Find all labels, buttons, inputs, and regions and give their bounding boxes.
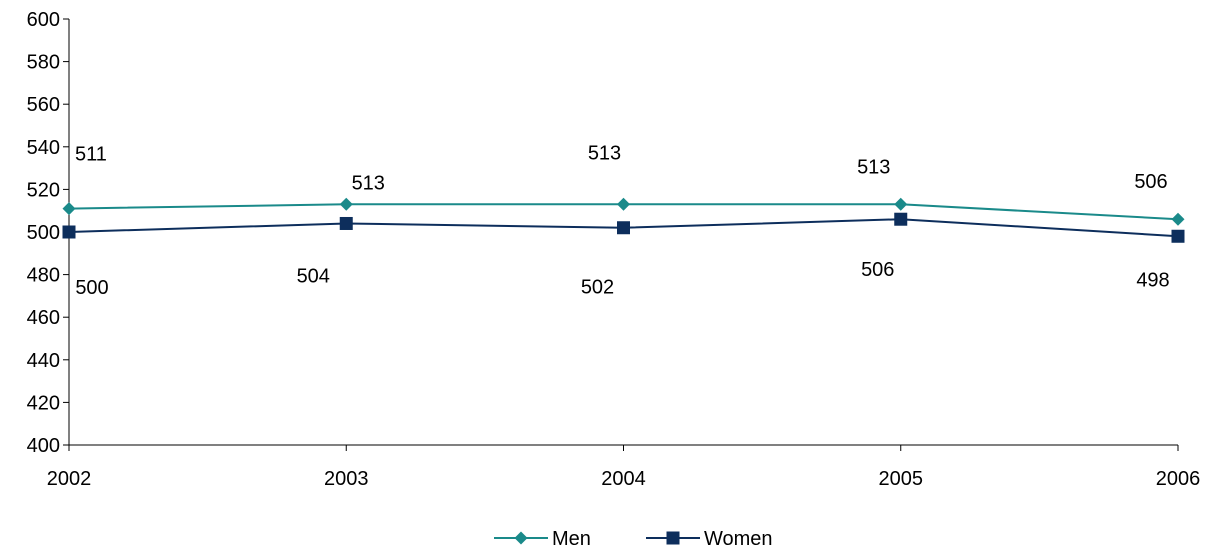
legend-label-men: Men	[552, 528, 591, 550]
men-point	[617, 197, 630, 211]
women-data-label: 498	[1136, 269, 1169, 291]
women-point	[894, 212, 908, 226]
x-ticks: 2002 2003 2004 2005 2006	[47, 445, 1201, 490]
men-point	[1171, 212, 1185, 226]
y-tick-label: 400	[27, 435, 60, 457]
men-point	[894, 197, 908, 211]
legend: Men Women	[494, 528, 773, 550]
y-tick-label: 500	[27, 222, 60, 244]
y-tick-label: 520	[27, 179, 60, 201]
legend-marker-men	[514, 531, 528, 545]
men-data-label: 513	[857, 156, 890, 178]
data-labels: 511 513 513 513 506 500 504 502 506 498	[75, 142, 1170, 299]
x-tick-label: 2003	[324, 468, 369, 490]
women-data-label: 504	[297, 265, 330, 287]
legend-marker-women	[666, 531, 680, 545]
y-tick-label: 420	[27, 392, 60, 414]
men-point	[339, 197, 353, 211]
y-tick-label: 480	[27, 265, 60, 287]
men-data-label: 513	[588, 142, 621, 164]
y-tick-label: 560	[27, 94, 60, 116]
y-tick-label: 460	[27, 307, 60, 329]
y-ticks: 400 420 440 460 480 500 520 540 560 580 600	[27, 9, 69, 457]
men-data-label: 511	[75, 144, 107, 166]
women-point	[1171, 229, 1185, 243]
women-data-label: 502	[581, 277, 614, 299]
women-point	[62, 225, 76, 239]
y-tick-label: 600	[27, 9, 60, 31]
x-tick-label: 2004	[601, 468, 646, 490]
men-point	[62, 202, 76, 216]
legend-label-women: Women	[704, 528, 773, 550]
women-data-label: 506	[861, 259, 894, 281]
men-data-label: 506	[1134, 171, 1167, 193]
x-tick-label: 2005	[879, 468, 924, 490]
x-tick-label: 2002	[47, 468, 92, 490]
y-tick-label: 540	[27, 137, 60, 159]
men-data-label: 513	[352, 172, 385, 194]
women-point	[339, 216, 353, 230]
series-layer	[62, 197, 1185, 243]
y-tick-label: 440	[27, 350, 60, 372]
women-point	[617, 221, 630, 235]
women-data-label: 500	[75, 277, 108, 299]
x-tick-label: 2006	[1156, 468, 1201, 490]
y-tick-label: 580	[27, 52, 60, 74]
